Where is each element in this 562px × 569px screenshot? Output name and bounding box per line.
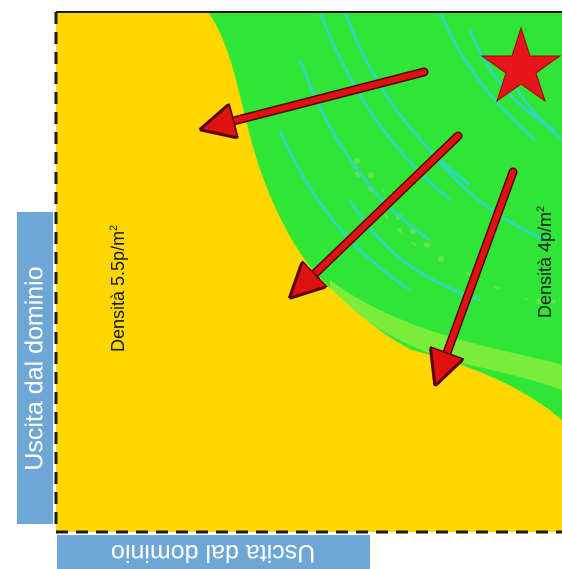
density-label-high: Densità 5.5p/m2 xyxy=(108,225,129,352)
exit-label-bottom-text: Uscita dal dominio xyxy=(111,538,316,567)
flow-arrow-icon xyxy=(214,69,427,126)
exit-label-left-text: Uscita dal dominio xyxy=(20,265,49,471)
density-label-low: Densità 4p/m2 xyxy=(535,206,556,318)
source-star-icon xyxy=(480,26,562,103)
flow-arrows xyxy=(214,67,518,372)
density-low-sup: 2 xyxy=(535,205,547,212)
low-density-zone xyxy=(340,150,562,310)
flow-arrow-icon xyxy=(440,169,516,372)
density-high-text: Densità 5.5p/m xyxy=(108,230,128,352)
flow-arrow-icon xyxy=(300,133,461,288)
density-high-sup: 2 xyxy=(108,224,120,231)
exit-label-bottom: Uscita dal dominio xyxy=(57,535,370,569)
exit-label-left: Uscita dal dominio xyxy=(17,212,53,524)
density-low-text: Densità 4p/m xyxy=(535,211,555,318)
low-density-band xyxy=(330,280,562,390)
